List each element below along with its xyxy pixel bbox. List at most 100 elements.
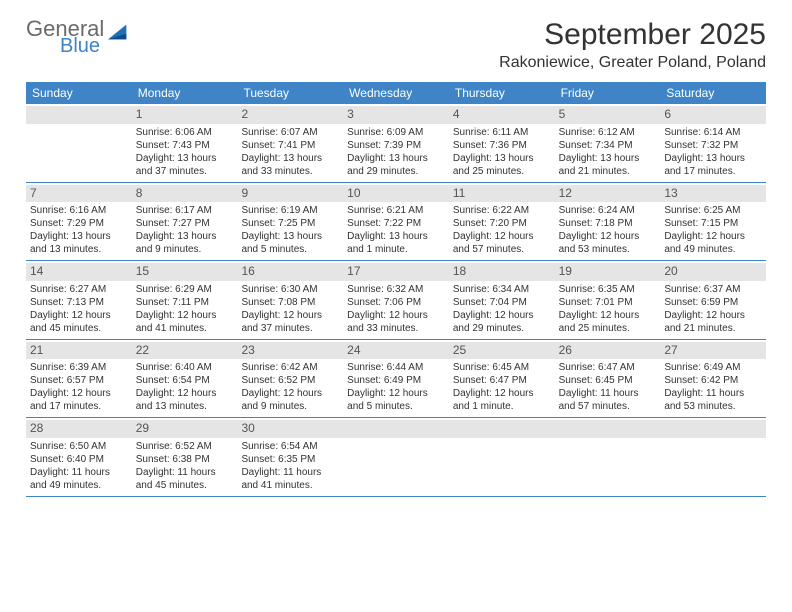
sunset-line: Sunset: 7:32 PM (664, 139, 762, 152)
day-cell (555, 418, 661, 496)
sunrise-line: Sunrise: 6:11 AM (453, 126, 551, 139)
calendar-grid: 1Sunrise: 6:06 AMSunset: 7:43 PMDaylight… (26, 104, 766, 497)
daylight-line: Daylight: 13 hours and 13 minutes. (30, 230, 128, 256)
sunset-line: Sunset: 7:22 PM (347, 217, 445, 230)
day-cell (449, 418, 555, 496)
daylight-line: Daylight: 12 hours and 53 minutes. (559, 230, 657, 256)
day-number: 14 (26, 263, 132, 281)
daylight-line: Daylight: 13 hours and 17 minutes. (664, 152, 762, 178)
daylight-line: Daylight: 13 hours and 5 minutes. (241, 230, 339, 256)
sunrise-line: Sunrise: 6:17 AM (136, 204, 234, 217)
day-number: 10 (343, 185, 449, 203)
daylight-line: Daylight: 11 hours and 45 minutes. (136, 466, 234, 492)
daylight-line: Daylight: 13 hours and 9 minutes. (136, 230, 234, 256)
day-number: 18 (449, 263, 555, 281)
sunrise-line: Sunrise: 6:50 AM (30, 440, 128, 453)
daylight-line: Daylight: 12 hours and 37 minutes. (241, 309, 339, 335)
day-cell: 15Sunrise: 6:29 AMSunset: 7:11 PMDayligh… (132, 261, 238, 339)
sunset-line: Sunset: 6:45 PM (559, 374, 657, 387)
sunset-line: Sunset: 7:29 PM (30, 217, 128, 230)
sunrise-line: Sunrise: 6:34 AM (453, 283, 551, 296)
sunrise-line: Sunrise: 6:24 AM (559, 204, 657, 217)
day-number: 11 (449, 185, 555, 203)
sunset-line: Sunset: 7:34 PM (559, 139, 657, 152)
sunset-line: Sunset: 7:13 PM (30, 296, 128, 309)
sunrise-line: Sunrise: 6:40 AM (136, 361, 234, 374)
day-cell: 7Sunrise: 6:16 AMSunset: 7:29 PMDaylight… (26, 183, 132, 261)
sunset-line: Sunset: 6:57 PM (30, 374, 128, 387)
day-number: 25 (449, 342, 555, 360)
daylight-line: Daylight: 13 hours and 37 minutes. (136, 152, 234, 178)
day-cell: 9Sunrise: 6:19 AMSunset: 7:25 PMDaylight… (237, 183, 343, 261)
sunset-line: Sunset: 6:52 PM (241, 374, 339, 387)
daylight-line: Daylight: 12 hours and 33 minutes. (347, 309, 445, 335)
daylight-line: Daylight: 12 hours and 41 minutes. (136, 309, 234, 335)
sunrise-line: Sunrise: 6:32 AM (347, 283, 445, 296)
day-number-empty (343, 420, 449, 438)
sunrise-line: Sunrise: 6:14 AM (664, 126, 762, 139)
day-cell (26, 104, 132, 182)
day-number: 9 (237, 185, 343, 203)
sunrise-line: Sunrise: 6:45 AM (453, 361, 551, 374)
daylight-line: Daylight: 11 hours and 57 minutes. (559, 387, 657, 413)
daylight-line: Daylight: 12 hours and 9 minutes. (241, 387, 339, 413)
day-number: 15 (132, 263, 238, 281)
day-number-empty (555, 420, 661, 438)
day-cell: 6 Sunrise: 6:14 AMSunset: 7:32 PMDaylight… (660, 104, 766, 182)
day-number: 30 (237, 420, 343, 438)
day-number-empty (449, 420, 555, 438)
day-number: 8 (132, 185, 238, 203)
sunrise-line: Sunrise: 6:44 AM (347, 361, 445, 374)
day-number: 20 (660, 263, 766, 281)
day-cell: 24Sunrise: 6:44 AMSunset: 6:49 PMDayligh… (343, 340, 449, 418)
day-number-empty (660, 420, 766, 438)
day-cell: 20Sunrise: 6:37 AMSunset: 6:59 PMDayligh… (660, 261, 766, 339)
sunset-line: Sunset: 7:43 PM (136, 139, 234, 152)
day-cell: 16Sunrise: 6:30 AMSunset: 7:08 PMDayligh… (237, 261, 343, 339)
day-cell: 21Sunrise: 6:39 AMSunset: 6:57 PMDayligh… (26, 340, 132, 418)
weekday-cell: Saturday (660, 82, 766, 104)
sunset-line: Sunset: 6:54 PM (136, 374, 234, 387)
sunset-line: Sunset: 7:39 PM (347, 139, 445, 152)
day-cell: 18Sunrise: 6:34 AMSunset: 7:04 PMDayligh… (449, 261, 555, 339)
location-text: Rakoniewice, Greater Poland, Poland (499, 54, 766, 72)
logo-text: General Blue (26, 18, 104, 56)
sunrise-line: Sunrise: 6:35 AM (559, 283, 657, 296)
sunrise-line: Sunrise: 6:54 AM (241, 440, 339, 453)
daylight-line: Daylight: 12 hours and 49 minutes. (664, 230, 762, 256)
logo: General Blue (26, 18, 130, 56)
day-cell: 28Sunrise: 6:50 AMSunset: 6:40 PMDayligh… (26, 418, 132, 496)
sunset-line: Sunset: 7:15 PM (664, 217, 762, 230)
sunset-line: Sunset: 6:35 PM (241, 453, 339, 466)
sunset-line: Sunset: 7:41 PM (241, 139, 339, 152)
day-number: 29 (132, 420, 238, 438)
daylight-line: Daylight: 13 hours and 33 minutes. (241, 152, 339, 178)
sunrise-line: Sunrise: 6:25 AM (664, 204, 762, 217)
day-number: 19 (555, 263, 661, 281)
day-cell: 2Sunrise: 6:07 AMSunset: 7:41 PMDaylight… (237, 104, 343, 182)
day-number: 6 (660, 106, 766, 124)
day-cell: 30 Sunrise: 6:54 AMSunset: 6:35 PMDayligh… (237, 418, 343, 496)
day-cell: 4Sunrise: 6:11 AMSunset: 7:36 PMDaylight… (449, 104, 555, 182)
day-number: 24 (343, 342, 449, 360)
sunset-line: Sunset: 7:18 PM (559, 217, 657, 230)
day-cell: 26Sunrise: 6:47 AMSunset: 6:45 PMDayligh… (555, 340, 661, 418)
week-row: 14Sunrise: 6:27 AMSunset: 7:13 PMDayligh… (26, 261, 766, 340)
week-row: 21Sunrise: 6:39 AMSunset: 6:57 PMDayligh… (26, 340, 766, 419)
sunset-line: Sunset: 6:42 PM (664, 374, 762, 387)
title-block: September 2025 Rakoniewice, Greater Pola… (499, 18, 766, 72)
sunset-line: Sunset: 7:01 PM (559, 296, 657, 309)
day-number: 21 (26, 342, 132, 360)
sunrise-line: Sunrise: 6:19 AM (241, 204, 339, 217)
weekday-cell: Thursday (449, 82, 555, 104)
sunrise-line: Sunrise: 6:09 AM (347, 126, 445, 139)
day-cell: 27Sunrise: 6:49 AMSunset: 6:42 PMDayligh… (660, 340, 766, 418)
day-number: 4 (449, 106, 555, 124)
day-number-empty (26, 106, 132, 124)
day-number: 12 (555, 185, 661, 203)
sunset-line: Sunset: 6:49 PM (347, 374, 445, 387)
daylight-line: Daylight: 11 hours and 41 minutes. (241, 466, 339, 492)
daylight-line: Daylight: 13 hours and 25 minutes. (453, 152, 551, 178)
day-number: 16 (237, 263, 343, 281)
daylight-line: Daylight: 12 hours and 1 minute. (453, 387, 551, 413)
